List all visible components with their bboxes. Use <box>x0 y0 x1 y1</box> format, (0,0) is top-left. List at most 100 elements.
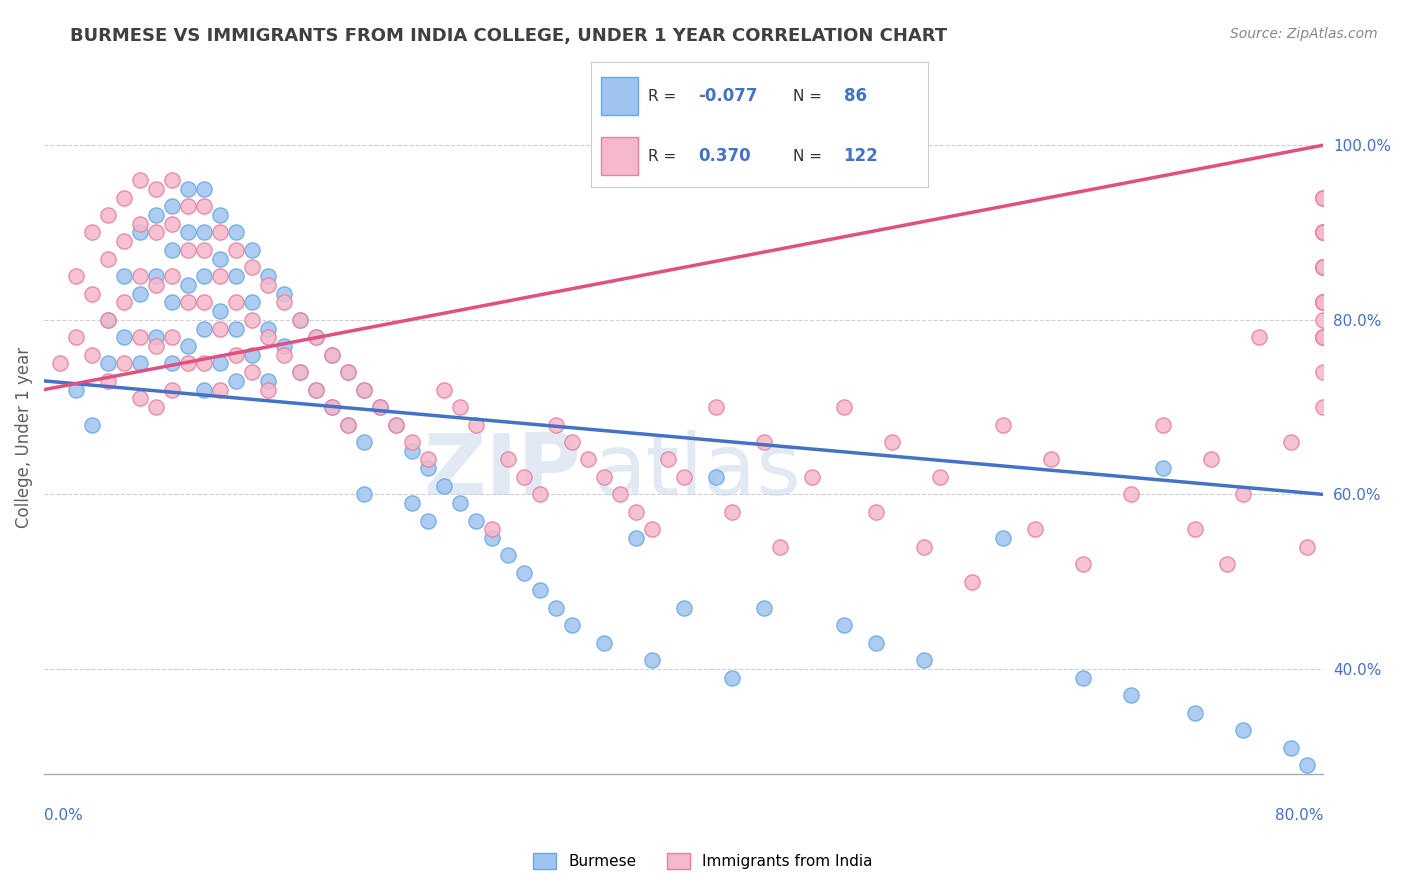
Point <box>97 208 120 222</box>
Point <box>193 199 215 213</box>
Point <box>1312 260 1334 275</box>
Point <box>160 356 183 370</box>
Point <box>193 269 215 284</box>
Point <box>240 295 263 310</box>
Point <box>1312 226 1334 240</box>
Point <box>49 356 72 370</box>
Point <box>449 400 471 414</box>
Point <box>353 487 375 501</box>
Point <box>464 514 486 528</box>
Point <box>1312 365 1334 379</box>
Point <box>1312 190 1334 204</box>
Point <box>129 356 152 370</box>
Point <box>288 365 311 379</box>
Y-axis label: College, Under 1 year: College, Under 1 year <box>15 347 32 528</box>
Point <box>1312 330 1334 344</box>
Point <box>97 312 120 326</box>
Point <box>321 348 343 362</box>
Point <box>288 312 311 326</box>
Point <box>288 312 311 326</box>
Point <box>592 470 614 484</box>
Point <box>529 583 551 598</box>
Point <box>129 269 152 284</box>
Point <box>1184 706 1206 720</box>
Point <box>208 226 231 240</box>
Point <box>160 295 183 310</box>
Point <box>240 243 263 257</box>
Point <box>160 243 183 257</box>
Point <box>193 356 215 370</box>
Text: Source: ZipAtlas.com: Source: ZipAtlas.com <box>1230 27 1378 41</box>
Point <box>273 339 295 353</box>
Point <box>928 470 950 484</box>
Point <box>561 435 583 450</box>
Text: ZIP: ZIP <box>423 430 581 513</box>
Point <box>800 470 823 484</box>
Point <box>720 671 742 685</box>
Point <box>225 269 247 284</box>
Point <box>1184 522 1206 536</box>
Point <box>225 295 247 310</box>
Point <box>321 348 343 362</box>
Point <box>145 400 167 414</box>
Point <box>1073 671 1095 685</box>
Point <box>513 566 536 580</box>
Point <box>1121 487 1143 501</box>
Text: 122: 122 <box>844 147 879 165</box>
Point <box>1312 190 1334 204</box>
Point <box>160 269 183 284</box>
Point <box>257 277 280 292</box>
Point <box>1312 190 1334 204</box>
Point <box>145 339 167 353</box>
Point <box>1312 295 1334 310</box>
Point <box>576 452 599 467</box>
Point <box>1279 740 1302 755</box>
Text: R =: R = <box>648 149 676 163</box>
Point <box>481 522 503 536</box>
Point <box>657 452 679 467</box>
Point <box>1121 688 1143 702</box>
Point <box>97 374 120 388</box>
Text: N =: N = <box>793 88 823 103</box>
Point <box>145 208 167 222</box>
Point <box>624 531 647 545</box>
Point <box>112 269 135 284</box>
Point <box>1073 558 1095 572</box>
Point <box>160 199 183 213</box>
Text: -0.077: -0.077 <box>699 87 758 105</box>
Point <box>433 478 456 492</box>
Point <box>177 277 200 292</box>
Point <box>97 252 120 266</box>
Point <box>641 522 664 536</box>
Point <box>1312 226 1334 240</box>
Point <box>1152 461 1174 475</box>
Point <box>160 383 183 397</box>
Point <box>609 487 631 501</box>
Point <box>273 348 295 362</box>
Point <box>177 339 200 353</box>
Point <box>273 286 295 301</box>
Point <box>1312 295 1334 310</box>
Point <box>193 182 215 196</box>
Point <box>225 348 247 362</box>
Point <box>385 417 408 432</box>
Bar <box>600 137 638 175</box>
Point <box>1232 723 1254 738</box>
Point <box>704 470 727 484</box>
Point <box>288 365 311 379</box>
Point <box>225 374 247 388</box>
Point <box>880 435 903 450</box>
Point <box>433 383 456 397</box>
Point <box>240 260 263 275</box>
Point <box>80 348 103 362</box>
Point <box>177 356 200 370</box>
Point <box>496 452 519 467</box>
Point <box>305 383 328 397</box>
Point <box>672 600 695 615</box>
Point <box>1201 452 1223 467</box>
Point <box>960 574 983 589</box>
Point <box>1312 226 1334 240</box>
Point <box>912 653 935 667</box>
Point <box>208 252 231 266</box>
Point <box>193 243 215 257</box>
